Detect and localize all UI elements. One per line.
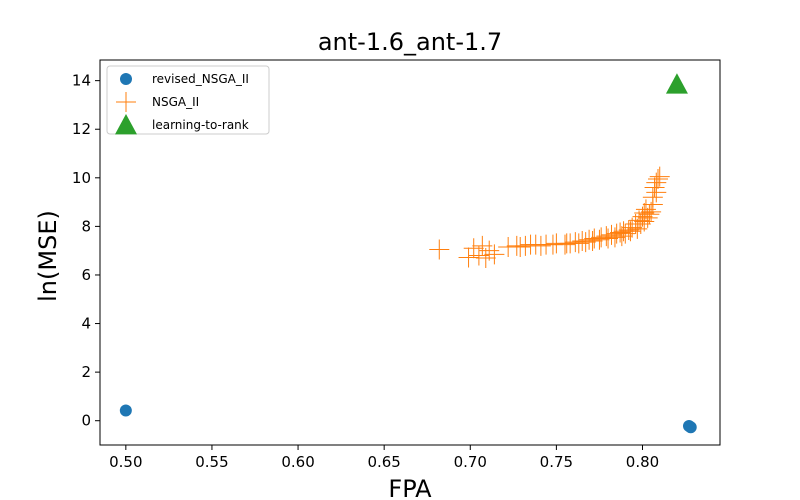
legend-entry: revised_NSGA_II — [120, 72, 249, 86]
legend-label: NSGA_II — [152, 95, 199, 109]
legend-box — [106, 65, 270, 135]
chart-title: ant-1.6_ant-1.7 — [318, 28, 502, 56]
legend-marker-circle — [120, 73, 132, 85]
legend-entry: learning-to-rank — [115, 114, 249, 135]
data-point — [684, 421, 697, 434]
data-point — [646, 182, 667, 203]
x-tick-label: 0.75 — [540, 453, 573, 471]
y-tick-label: 8 — [81, 217, 91, 235]
legend-marker-triangle — [115, 114, 137, 135]
data-point — [475, 247, 496, 268]
data-point — [642, 194, 663, 215]
x-tick-label: 0.80 — [626, 453, 659, 471]
data-point — [649, 166, 670, 187]
y-tick-label: 10 — [72, 169, 91, 187]
y-tick-label: 4 — [81, 315, 91, 333]
data-point — [458, 247, 479, 268]
y-tick-label: 14 — [72, 72, 91, 90]
series-revised_NSGA_II — [119, 404, 697, 434]
series-NSGA_II — [429, 166, 670, 268]
data-point — [463, 238, 484, 259]
data-point — [556, 233, 577, 254]
y-axis-ticks: 0 2 4 6 8 10 12 14 — [72, 72, 100, 430]
data-point — [637, 207, 658, 228]
x-axis-ticks: 0.50 0.55 0.60 0.65 0.70 0.75 0.80 — [109, 445, 659, 471]
data-point — [629, 210, 650, 231]
data-point — [648, 169, 668, 190]
y-tick-label: 2 — [81, 363, 91, 381]
data-point — [484, 244, 505, 265]
data-point — [429, 239, 450, 260]
data-point — [530, 235, 551, 256]
data-point — [542, 234, 563, 255]
x-tick-label: 0.60 — [281, 453, 314, 471]
plot-area-frame — [99, 59, 721, 446]
y-tick-label: 12 — [72, 120, 91, 138]
y-tick-label: 6 — [81, 266, 91, 284]
data-point — [520, 234, 541, 255]
data-point — [479, 240, 500, 261]
data-point — [615, 223, 636, 244]
x-tick-label: 0.70 — [454, 453, 487, 471]
plot-points — [119, 73, 697, 434]
legend-label: revised_NSGA_II — [152, 72, 249, 86]
legend-label: learning-to-rank — [152, 118, 249, 132]
data-point — [639, 204, 660, 225]
data-point — [601, 224, 622, 245]
legend-marker-plus — [116, 92, 136, 112]
data-point — [644, 177, 665, 198]
x-tick-label: 0.50 — [109, 453, 142, 471]
data-point — [119, 404, 132, 417]
x-axis-label: FPA — [388, 475, 432, 500]
data-point — [620, 221, 641, 242]
legend: revised_NSGA_II NSGA_II learning-to-rank — [106, 65, 270, 135]
legend-entry: NSGA_II — [116, 92, 199, 112]
series-learning-to-rank — [665, 73, 688, 94]
x-tick-label: 0.65 — [367, 453, 400, 471]
y-tick-label: 0 — [81, 412, 91, 430]
data-point — [665, 73, 688, 94]
x-tick-label: 0.55 — [195, 453, 228, 471]
data-point — [610, 222, 631, 243]
data-point — [510, 237, 531, 258]
y-axis-label: ln(MSE) — [34, 210, 62, 302]
data-point — [598, 228, 619, 249]
